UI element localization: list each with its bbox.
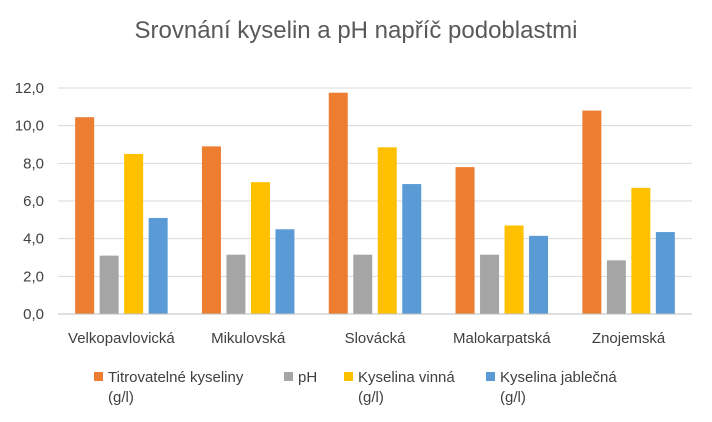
y-axis-ticks: 0,0 2,0 4,0 6,0 8,0 10,0 12,0 bbox=[15, 80, 44, 323]
legend-label: (g/l) bbox=[108, 389, 134, 406]
legend-label: Kyselina vinná bbox=[358, 369, 455, 386]
bar bbox=[455, 167, 475, 314]
y-tick-label: 6,0 bbox=[23, 193, 44, 210]
legend: Titrovatelné kyseliny (g/l) pH Kyselina vin… bbox=[94, 369, 617, 406]
bar bbox=[75, 117, 95, 314]
bar bbox=[250, 182, 270, 314]
bar bbox=[201, 146, 221, 314]
x-tick-label: Znojemská bbox=[592, 330, 666, 347]
y-tick-label: 4,0 bbox=[23, 231, 44, 248]
legend-label: (g/l) bbox=[358, 389, 384, 406]
legend-label: (g/l) bbox=[500, 389, 526, 406]
bar bbox=[377, 147, 397, 314]
bar bbox=[124, 153, 144, 314]
bar bbox=[582, 110, 602, 314]
bar bbox=[148, 217, 168, 314]
x-tick-label: Malokarpatská bbox=[453, 330, 551, 347]
bar bbox=[606, 260, 626, 314]
bar bbox=[275, 229, 295, 314]
legend-swatch bbox=[284, 372, 293, 381]
bar bbox=[328, 92, 348, 314]
bar bbox=[226, 254, 246, 314]
x-axis-ticks: Velkopavlovická Mikulovská Slovácká Malokar… bbox=[68, 330, 666, 347]
x-tick-label: Slovácká bbox=[345, 330, 407, 347]
legend-label: Titrovatelné kyseliny bbox=[108, 369, 244, 386]
bar bbox=[655, 232, 675, 314]
y-tick-label: 0,0 bbox=[23, 306, 44, 323]
y-tick-label: 2,0 bbox=[23, 268, 44, 285]
legend-swatch bbox=[344, 372, 353, 381]
x-tick-label: Mikulovská bbox=[211, 330, 286, 347]
legend-swatch bbox=[94, 372, 103, 381]
bar bbox=[402, 184, 422, 314]
legend-label: Kyselina jablečná bbox=[500, 369, 617, 386]
y-tick-label: 12,0 bbox=[15, 80, 44, 97]
bar bbox=[631, 187, 651, 314]
legend-swatch bbox=[486, 372, 495, 381]
y-tick-label: 8,0 bbox=[23, 155, 44, 172]
bar bbox=[529, 235, 549, 314]
bar bbox=[99, 255, 119, 314]
x-tick-label: Velkopavlovická bbox=[68, 330, 175, 347]
legend-label: pH bbox=[298, 369, 317, 386]
bar bbox=[504, 225, 524, 314]
bars bbox=[75, 92, 675, 314]
chart-title: Srovnání kyselin a pH napříč podoblastmi bbox=[135, 17, 578, 44]
bar bbox=[480, 254, 500, 314]
bar bbox=[353, 254, 373, 314]
y-tick-label: 10,0 bbox=[15, 118, 44, 135]
